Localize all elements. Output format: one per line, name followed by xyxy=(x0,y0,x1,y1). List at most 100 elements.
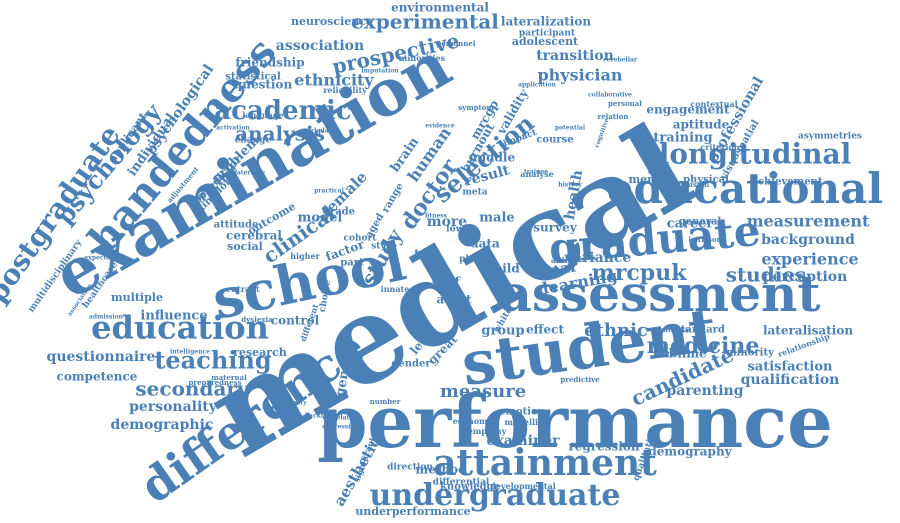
cloud-word: performance xyxy=(317,379,833,464)
cloud-word: effect xyxy=(526,323,564,337)
cloud-word: personal xyxy=(608,99,642,108)
cloud-word: collaborative xyxy=(588,92,632,99)
cloud-word: minorities xyxy=(399,53,446,63)
cloud-word: physician xyxy=(537,66,622,85)
cloud-word: question xyxy=(234,78,293,92)
cloud-word: general xyxy=(679,217,722,228)
cloud-word: social xyxy=(227,240,263,253)
cloud-word: educational xyxy=(607,164,884,213)
cloud-word: mental xyxy=(628,173,671,186)
cloud-word: data xyxy=(470,237,500,251)
cloud-word: change xyxy=(235,136,272,146)
cloud-word: assessment xyxy=(500,264,821,323)
cloud-word: practical xyxy=(314,188,344,195)
cloud-word: analyse xyxy=(520,169,553,179)
cloud-word: examiner xyxy=(487,433,561,449)
cloud-word: intelligence xyxy=(170,349,210,356)
cloud-word: history xyxy=(558,182,582,189)
cloud-word: contextual xyxy=(690,99,737,109)
cloud-word: style xyxy=(371,242,395,252)
cloud-word: correlated xyxy=(323,415,359,422)
cloud-word: lateralisation xyxy=(763,324,853,338)
cloud-word: perception xyxy=(763,269,848,285)
cloud-word: lower xyxy=(446,225,474,235)
cloud-word: conclusion xyxy=(667,180,709,189)
cloud-word: experimental xyxy=(351,10,499,34)
cloud-word: undergraduate xyxy=(370,478,621,513)
cloud-word: maternal xyxy=(211,373,247,382)
cloud-word: satisfaction xyxy=(747,360,833,375)
cloud-word: sublime xyxy=(653,347,707,361)
cloud-word: education xyxy=(91,309,269,347)
cloud-word: university xyxy=(273,400,307,407)
cloud-word: reliability xyxy=(323,85,367,95)
cloud-word: demographic xyxy=(111,417,214,433)
cloud-word: influence xyxy=(140,309,207,324)
cloud-word: gender xyxy=(391,359,431,370)
cloud-word: ability xyxy=(551,255,580,265)
cloud-word: success xyxy=(659,325,689,334)
cloud-word: training xyxy=(653,131,712,146)
cloud-word: studies xyxy=(726,263,807,287)
cloud-word: number xyxy=(370,397,401,406)
cloud-word: underperformance xyxy=(355,505,470,518)
cloud-word: mrcpuk xyxy=(592,260,688,286)
cloud-word: asymmetries xyxy=(798,132,862,142)
cloud-word: ethnicity xyxy=(294,71,374,90)
cloud-word: admission xyxy=(89,314,124,321)
cloud-word: direction xyxy=(387,463,433,473)
cloud-word: workplace xyxy=(301,128,337,135)
cloud-word: more xyxy=(427,214,468,230)
cloud-word: measure xyxy=(440,381,526,402)
cloud-word: dyslexia xyxy=(241,315,273,324)
cloud-word: adolescent xyxy=(512,35,579,48)
cloud-word: ethnic xyxy=(584,320,648,341)
cloud-word: attitude xyxy=(214,220,259,231)
cloud-word: expectation xyxy=(84,255,124,262)
cloud-word: group xyxy=(481,324,524,339)
cloud-word: personnel xyxy=(437,39,476,48)
cloud-word: friendship xyxy=(235,56,304,70)
cloud-word: competence xyxy=(57,370,138,384)
cloud-word: part xyxy=(340,258,364,269)
cloud-word: engagement xyxy=(646,103,730,117)
cloud-word: backbone xyxy=(305,413,337,420)
cloud-word: criterion xyxy=(700,142,740,152)
cloud-word: plab xyxy=(459,255,481,265)
cloud-word: background xyxy=(761,232,855,248)
cloud-word: teaching xyxy=(154,346,272,375)
cloud-word: trainee xyxy=(524,169,548,176)
cloud-word: attainment xyxy=(433,442,657,484)
cloud-word: secondary xyxy=(135,377,250,401)
cloud-word: model xyxy=(298,211,343,226)
cloud-word: modelling xyxy=(504,417,549,427)
cloud-word: course xyxy=(536,135,573,146)
cloud-word: method xyxy=(416,463,468,477)
cloud-word: middle xyxy=(469,151,516,165)
cloud-word: differential xyxy=(433,478,490,488)
cloud-word: developmental xyxy=(490,481,556,491)
cloud-word: multiple xyxy=(111,291,163,304)
cloud-word: test xyxy=(414,249,436,260)
cloud-word: entrant xyxy=(226,284,260,294)
cloud-word: standard xyxy=(675,325,725,336)
cloud-word: aptitude xyxy=(673,118,730,132)
cloud-word: medicine xyxy=(647,333,760,359)
cloud-word: survey xyxy=(533,221,577,235)
cloud-word: imputation xyxy=(361,68,399,75)
cloud-word: parenting xyxy=(666,383,743,399)
cloud-word: regression xyxy=(568,440,639,454)
cloud-word: self xyxy=(432,275,461,291)
cloud-word: environmental xyxy=(391,1,489,15)
cloud-word: longitudinal xyxy=(659,138,852,171)
cloud-word: potential xyxy=(555,125,586,132)
cloud-word: personality xyxy=(129,399,218,415)
cloud-word: karlsson xyxy=(688,235,721,244)
cloud-word: physical xyxy=(683,175,729,186)
cloud-word: neuroscience xyxy=(291,15,373,28)
cloud-word: academic xyxy=(214,96,351,126)
cloud-word: symptom xyxy=(458,103,494,112)
cloud-word: predictive xyxy=(560,375,600,384)
